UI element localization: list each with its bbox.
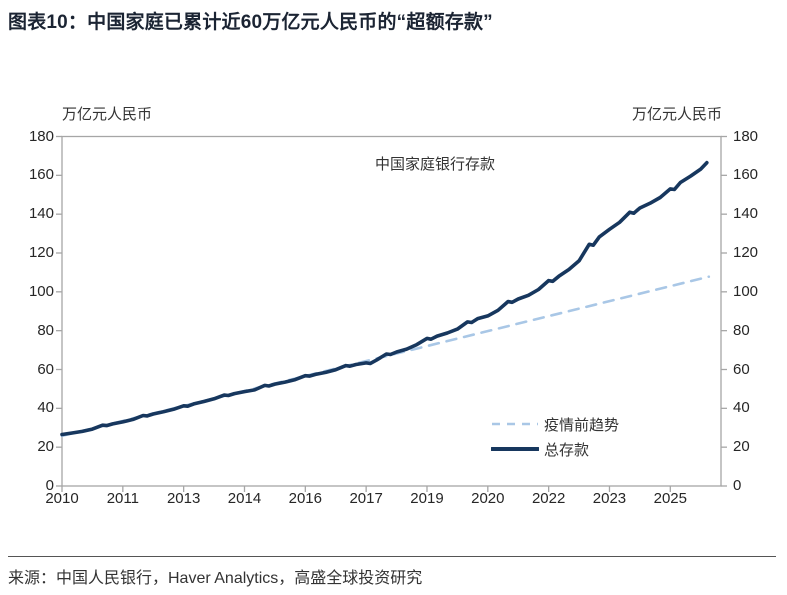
y-axis-tick-label-left: 0	[45, 477, 54, 494]
x-axis-tick-label: 2013	[166, 490, 201, 507]
y-axis-tick-label-left: 120	[28, 244, 54, 261]
y-axis-tick-label-left: 80	[37, 321, 54, 339]
y-axis-tick-label-right: 0	[733, 477, 742, 494]
y-axis-tick-label-left: 40	[37, 399, 54, 417]
y-axis-tick-label-left: 60	[37, 360, 54, 378]
x-axis-tick-label: 2010	[45, 490, 79, 507]
y-axis-tick-label-right: 160	[733, 166, 759, 184]
solid-line-icon	[491, 447, 539, 451]
chart-legend: 疫情前趋势 总存款	[491, 414, 619, 459]
y-axis-tick-label-left: 140	[28, 205, 54, 223]
x-axis-tick-label: 2020	[471, 490, 505, 507]
chart-annotation: 中国家庭银行存款	[375, 156, 496, 173]
y-axis-tick-label-left: 20	[37, 438, 54, 456]
x-axis-tick-label: 2016	[288, 490, 322, 507]
y-axis-tick-label-right: 140	[733, 205, 759, 223]
y-axis-tick-label-right: 20	[733, 438, 750, 456]
y-axis-tick-label-right: 80	[733, 321, 750, 339]
dashed-line-icon	[492, 422, 538, 426]
y-axis-tick-label-right: 60	[733, 360, 750, 378]
legend-label-total: 总存款	[544, 441, 590, 459]
y-axis-tick-label-right: 180	[733, 127, 759, 145]
y-axis-tick-label-right: 120	[733, 244, 759, 261]
y-axis-unit-label-right: 万亿元人民币	[631, 106, 722, 123]
x-axis-tick-label: 2025	[653, 490, 687, 507]
footer-divider	[8, 556, 776, 557]
x-axis-tick-label: 2023	[592, 490, 627, 507]
exhibit-title: 图表10：中国家庭已累计近60万亿元人民币的“超额存款”	[8, 12, 493, 33]
y-axis-unit-label-left: 万亿元人民币	[62, 106, 153, 123]
x-axis-tick-label: 2017	[349, 490, 383, 507]
x-axis-tick-label: 2011	[106, 490, 139, 507]
source-note: 来源：中国人民银行，Haver Analytics，高盛全球投资研究	[8, 570, 423, 587]
legend-item-total: 总存款	[491, 439, 619, 459]
legend-item-trend: 疫情前趋势	[491, 414, 619, 434]
y-axis-tick-label-right: 100	[733, 282, 759, 300]
y-axis-tick-label-right: 40	[733, 399, 750, 417]
y-axis-tick-label-left: 180	[28, 127, 54, 145]
x-axis-tick-label: 2019	[410, 490, 444, 507]
x-axis-tick-label: 2022	[531, 490, 566, 507]
x-axis-tick-label: 2014	[227, 490, 262, 507]
legend-label-trend: 疫情前趋势	[544, 416, 620, 434]
y-axis-tick-label-left: 160	[28, 166, 54, 184]
y-axis-tick-label-left: 100	[28, 282, 54, 300]
